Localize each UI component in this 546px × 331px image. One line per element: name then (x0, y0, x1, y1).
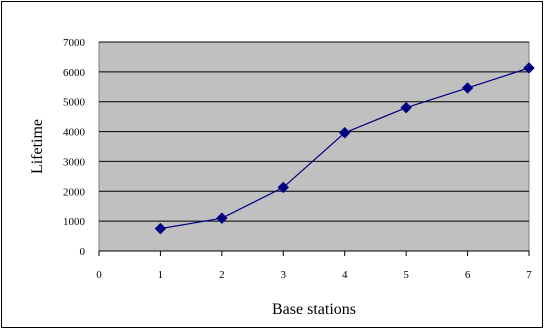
x-tick-label: 2 (219, 269, 225, 281)
series-layer (154, 62, 535, 235)
x-axis-title: Base stations (272, 301, 356, 318)
x-tick-label: 7 (526, 269, 532, 281)
x-tick-label: 3 (281, 269, 287, 281)
x-tick-label: 1 (158, 269, 164, 281)
data-point-marker (154, 222, 167, 235)
data-point-marker (523, 62, 535, 74)
y-tick-label: 0 (80, 246, 86, 258)
plot-area (98, 41, 530, 252)
grid-layer (99, 41, 529, 252)
y-tick-layer: 0 1000 2000 3000 4000 5000 6000 7000 (63, 37, 86, 258)
x-tick-label: 6 (465, 269, 471, 281)
y-tick-label: 4000 (63, 127, 86, 139)
y-tick-label: 6000 (63, 67, 86, 79)
x-tick-label: 4 (342, 269, 348, 281)
data-point-marker (400, 101, 412, 114)
data-point-marker (277, 181, 289, 194)
y-tick-label: 7000 (63, 37, 86, 49)
data-point-marker (339, 127, 351, 139)
data-point-marker (461, 82, 474, 94)
x-tick-label: 0 (96, 269, 102, 281)
x-tick-label: 5 (403, 269, 409, 281)
y-tick-label: 2000 (63, 186, 86, 198)
y-tick-label: 3000 (63, 156, 86, 168)
y-tick-label: 1000 (63, 216, 86, 228)
y-axis-title: Lifetime (29, 119, 46, 174)
x-tick-layer: 0 1 2 3 4 5 6 7 (96, 251, 532, 281)
data-point-marker (216, 212, 228, 224)
y-tick-label: 5000 (63, 97, 86, 109)
